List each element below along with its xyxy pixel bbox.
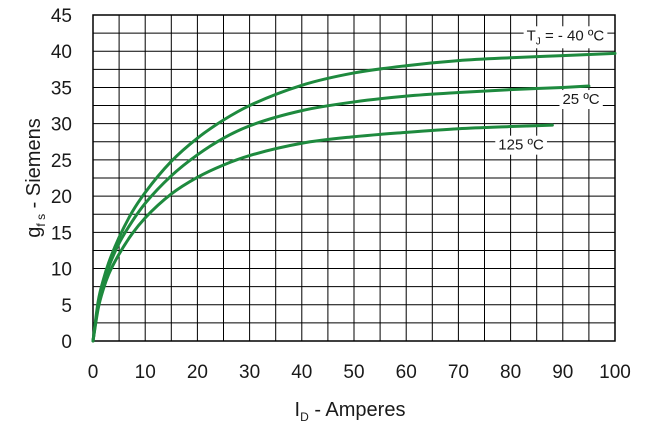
series-line <box>91 84 591 343</box>
x-tick-label: 60 <box>396 362 417 383</box>
series-group <box>91 51 617 343</box>
x-axis-ticks: 0 10 20 30 40 50 60 70 80 90 100 <box>88 362 631 383</box>
series-line <box>91 123 554 343</box>
x-tick-label: 0 <box>88 362 99 383</box>
plot-frame <box>92 14 616 342</box>
x-tick-label: 10 <box>135 362 156 383</box>
curve-label-background <box>495 135 547 155</box>
x-tick-label: 70 <box>448 362 469 383</box>
y-tick-label: 25 <box>51 151 72 172</box>
y-tick-label: 0 <box>61 332 72 353</box>
y-tick-label: 30 <box>51 115 72 136</box>
curve-label-background <box>559 90 603 110</box>
y-tick-label: 45 <box>51 6 72 27</box>
y-tick-label: 5 <box>61 296 72 317</box>
curve-labels: TJ = - 40 ºC 25 ºC 125 ºC <box>495 26 608 155</box>
y-tick-label: 35 <box>51 78 72 99</box>
curve-label: 25 ºC <box>562 91 599 108</box>
curve-label-background <box>523 26 608 49</box>
x-tick-label: 30 <box>239 362 260 383</box>
x-tick-label: 90 <box>552 362 573 383</box>
x-tick-label: 40 <box>291 362 312 383</box>
y-tick-label: 20 <box>51 187 72 208</box>
curve-label: 125 ºC <box>498 137 544 154</box>
y-axis-ticks: 0 5 10 15 20 25 30 35 40 45 <box>51 6 72 353</box>
x-tick-label: 50 <box>343 362 364 383</box>
grid <box>92 14 616 342</box>
x-axis-title: ID - Amperes <box>295 399 406 424</box>
y-axis-title: gf s - Siemens <box>23 118 48 237</box>
series-line <box>91 51 617 343</box>
x-tick-label: 100 <box>599 362 631 383</box>
y-tick-label: 15 <box>51 223 72 244</box>
curve-label: TJ = - 40 ºC <box>527 27 605 47</box>
x-tick-label: 20 <box>187 362 208 383</box>
y-tick-label: 10 <box>51 260 72 281</box>
x-tick-label: 80 <box>500 362 521 383</box>
y-tick-label: 40 <box>51 42 72 63</box>
